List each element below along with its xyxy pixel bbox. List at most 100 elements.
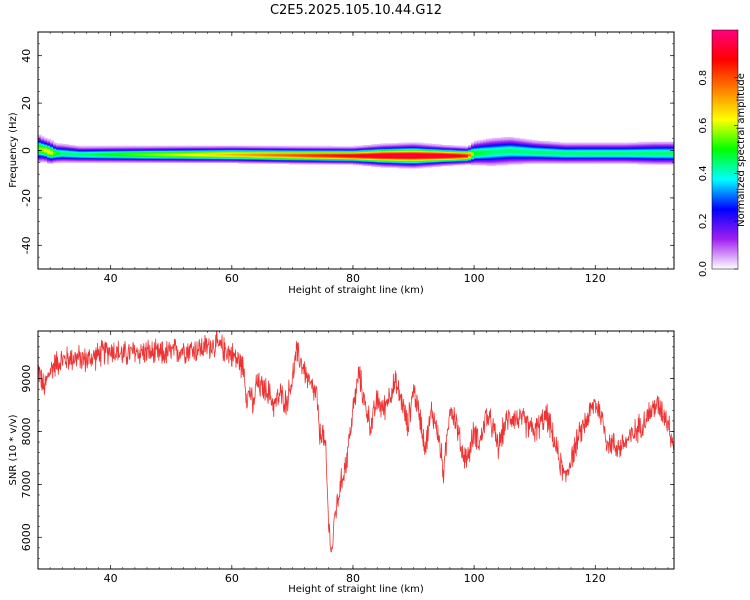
heatmap-cell bbox=[237, 152, 242, 154]
heatmap-cell bbox=[495, 151, 499, 153]
heatmap-cell bbox=[231, 156, 236, 158]
heatmap-cell bbox=[558, 146, 563, 148]
heatmap-cell bbox=[568, 150, 572, 152]
heatmap-cell bbox=[416, 164, 421, 167]
heatmap-cell bbox=[458, 156, 463, 159]
heatmap-cell bbox=[568, 154, 572, 156]
heatmap-cell bbox=[528, 153, 533, 156]
heatmap-cell bbox=[59, 146, 63, 148]
heatmap-cell bbox=[253, 148, 257, 151]
heatmap-cell bbox=[174, 160, 178, 163]
heatmap-cell bbox=[389, 149, 393, 152]
heatmap-cell bbox=[513, 142, 518, 144]
heatmap-cell bbox=[516, 152, 521, 154]
heatmap-cell bbox=[231, 149, 236, 152]
heatmap-cell bbox=[289, 153, 293, 156]
heatmap-cell bbox=[561, 156, 566, 158]
heatmap-cell bbox=[522, 157, 527, 159]
heatmap-cell bbox=[631, 156, 636, 158]
heatmap-cell bbox=[346, 147, 351, 149]
heatmap-cell bbox=[631, 158, 636, 160]
heatmap-cell bbox=[501, 137, 505, 139]
heatmap-cell bbox=[625, 156, 630, 159]
heatmap-cell bbox=[150, 150, 154, 152]
heatmap-cell bbox=[510, 137, 515, 139]
heatmap-cell bbox=[574, 161, 578, 163]
heatmap-cell bbox=[50, 152, 54, 154]
heatmap-cell bbox=[425, 148, 430, 150]
heatmap-cell bbox=[231, 156, 236, 159]
heatmap-cell bbox=[416, 165, 421, 167]
heatmap-cell bbox=[568, 155, 572, 157]
heatmap-cell bbox=[446, 157, 451, 159]
heatmap-cell bbox=[286, 156, 290, 159]
heatmap-cell bbox=[283, 151, 287, 153]
heatmap-cell bbox=[564, 157, 569, 159]
heatmap-cell bbox=[574, 159, 578, 162]
heatmap-cell bbox=[455, 153, 460, 156]
heatmap-cell bbox=[455, 156, 460, 158]
heatmap-cell bbox=[501, 140, 505, 142]
heatmap-cell bbox=[180, 147, 184, 149]
heatmap-cell bbox=[201, 149, 206, 152]
heatmap-cell bbox=[131, 152, 136, 154]
heatmap-cell bbox=[510, 147, 515, 149]
heatmap-cell bbox=[519, 147, 524, 149]
heatmap-cell bbox=[368, 162, 372, 164]
heatmap-cell bbox=[319, 152, 324, 154]
heatmap-cell bbox=[89, 160, 94, 163]
heatmap-cell bbox=[616, 145, 621, 148]
heatmap-cell bbox=[80, 158, 85, 160]
heatmap-cell bbox=[383, 157, 387, 159]
heatmap-cell bbox=[322, 162, 327, 164]
heatmap-cell bbox=[419, 144, 424, 146]
heatmap-cell bbox=[413, 166, 418, 168]
heatmap-cell bbox=[619, 146, 624, 148]
heatmap-cell bbox=[250, 159, 254, 162]
heatmap-cell bbox=[122, 150, 127, 152]
heatmap-cell bbox=[262, 158, 266, 160]
heatmap-cell bbox=[425, 161, 430, 163]
heatmap-cell bbox=[613, 160, 618, 163]
heatmap-cell bbox=[564, 158, 569, 160]
heatmap-cell bbox=[304, 156, 309, 159]
heatmap-cell bbox=[319, 161, 324, 163]
heatmap-cell bbox=[607, 149, 611, 152]
heatmap-cell bbox=[598, 156, 602, 158]
heatmap-cell bbox=[165, 151, 169, 153]
heatmap-cell bbox=[443, 150, 448, 152]
heatmap-cell bbox=[131, 159, 136, 161]
heatmap-cell bbox=[343, 158, 348, 160]
heatmap-cell bbox=[534, 141, 539, 144]
heatmap-cell bbox=[558, 151, 563, 153]
heatmap-cell bbox=[171, 150, 175, 152]
heatmap-cell bbox=[392, 149, 396, 152]
heatmap-cell bbox=[458, 145, 463, 148]
heatmap-cell bbox=[313, 148, 318, 150]
heatmap-cell bbox=[371, 160, 375, 163]
heatmap-cell bbox=[222, 153, 227, 156]
heatmap-cell bbox=[477, 145, 481, 148]
heatmap-cell bbox=[492, 142, 496, 144]
heatmap-cell bbox=[380, 143, 384, 145]
heatmap-cell bbox=[622, 155, 627, 157]
heatmap-cell bbox=[507, 160, 512, 163]
heatmap-cell bbox=[531, 159, 536, 162]
heatmap-cell bbox=[595, 144, 599, 147]
heatmap-cell bbox=[598, 144, 602, 147]
heatmap-cell bbox=[495, 148, 499, 150]
heatmap-cell bbox=[150, 155, 154, 157]
heatmap-cell bbox=[228, 155, 233, 157]
heatmap-cell bbox=[492, 160, 496, 163]
heatmap-cell bbox=[207, 155, 212, 157]
heatmap-cell bbox=[555, 160, 560, 163]
heatmap-cell bbox=[483, 143, 487, 145]
heatmap-cell bbox=[128, 160, 133, 163]
heatmap-cell bbox=[368, 145, 372, 148]
heatmap-cell bbox=[519, 159, 524, 162]
heatmap-cell bbox=[504, 138, 509, 141]
heatmap-cell bbox=[495, 161, 499, 163]
heatmap-cell bbox=[368, 154, 372, 156]
heatmap-cell bbox=[525, 158, 530, 160]
heatmap-cell bbox=[522, 159, 527, 161]
